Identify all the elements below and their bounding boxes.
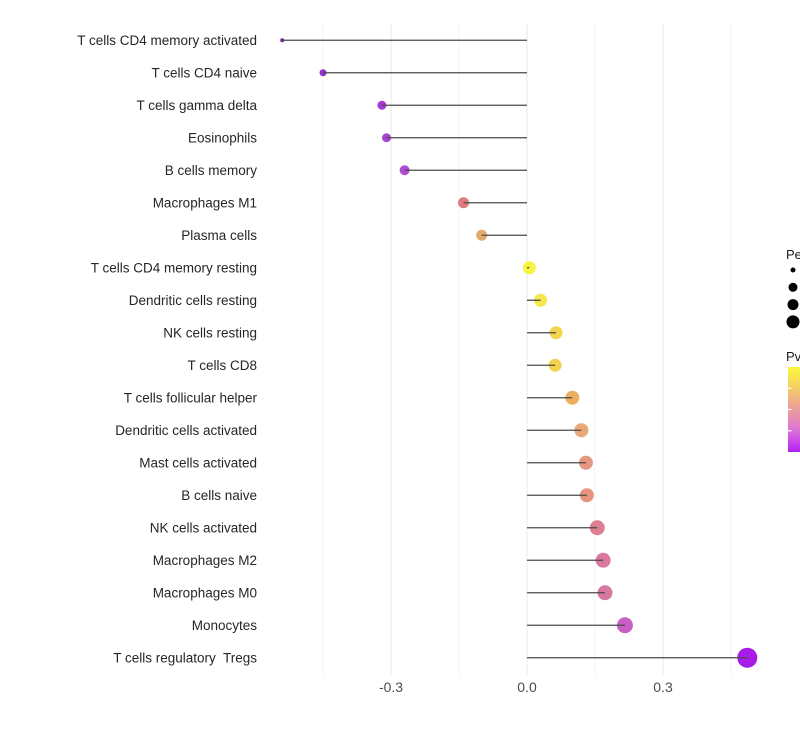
x-axis-tick-label: -0.3 [379,679,403,695]
legend-size-dot [786,315,800,329]
y-axis-label: B cells naive [181,488,257,503]
y-axis-label: Plasma cells [181,228,257,243]
correlation-lollipop-chart: T cells CD4 memory activated T cells CD4 … [40,16,800,716]
y-axis-label: NK cells activated [150,520,257,535]
x-axis-tick-label: 0.3 [653,679,673,695]
y-axis-label: T cells follicular helper [124,390,258,405]
legend-size-dot [787,299,799,311]
y-axis-label: NK cells resting [163,325,257,340]
y-axis-label: T cells regulatory Tregs [113,650,257,665]
y-axis-label: Macrophages M2 [153,553,257,568]
data-layer [280,38,758,668]
y-axis-label: Dendritic cells resting [129,293,257,308]
y-axis-label: T cells CD4 memory activated [77,33,257,48]
y-axis-label: T cells CD4 memory resting [91,260,257,275]
axis-layer: T cells CD4 memory activated T cells CD4 … [77,33,673,695]
legend-layer: Pearson-0.50-0.250.000.25Pvalue0.750.500… [786,247,800,452]
y-axis-label: Dendritic cells activated [115,423,257,438]
chart-canvas: T cells CD4 memory activated T cells CD4 … [77,24,800,695]
legend-size-dot [790,267,796,273]
y-axis-label: T cells CD4 naive [151,65,257,80]
y-axis-label: T cells CD8 [187,358,257,373]
y-axis-label: Macrophages M0 [153,585,257,600]
y-axis-label: Monocytes [192,618,258,633]
y-axis-label: B cells memory [165,163,258,178]
y-axis-label: Eosinophils [188,130,257,145]
grid-layer [322,24,732,676]
y-axis-label: Macrophages M1 [153,195,257,210]
legend-size-dot [788,282,798,292]
legend-pearson-title: Pearson [786,247,800,262]
y-axis-label: T cells gamma delta [136,98,257,113]
x-axis-tick-label: 0.0 [517,679,537,695]
y-axis-label: Mast cells activated [139,455,257,470]
legend-pvalue-title: Pvalue [786,349,800,364]
